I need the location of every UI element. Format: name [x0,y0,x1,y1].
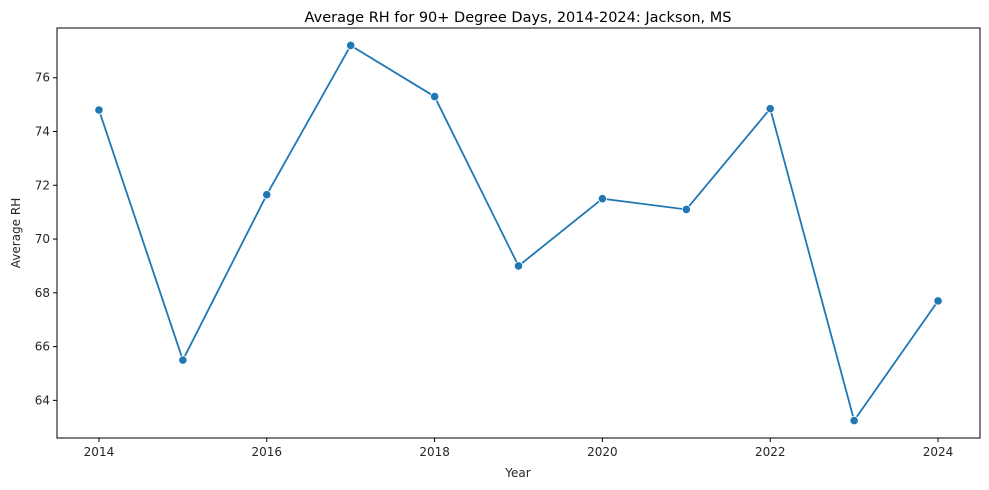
y-axis-ticks: 64 66 68 70 72 74 76 [35,71,57,407]
y-tick-label: 72 [35,178,50,192]
series-markers [94,40,943,426]
x-tick-label: 2014 [84,445,115,459]
x-axis-label: Year [504,466,530,480]
y-tick-label: 70 [35,232,50,246]
data-point [597,194,608,204]
x-axis-ticks: 2014 2016 2018 2020 2022 2024 [84,438,954,459]
x-tick-label: 2018 [419,445,450,459]
x-tick-label: 2016 [251,445,282,459]
data-point [849,415,859,426]
y-tick-label: 68 [35,286,50,300]
data-point [429,91,440,102]
y-axis-label: Average RH [9,198,23,268]
data-point [262,190,272,200]
x-tick-label: 2022 [755,445,786,459]
y-tick-label: 74 [35,125,50,139]
y-tick-label: 64 [35,393,50,407]
series-line [98,44,939,423]
plot-frame [56,27,981,439]
data-point [94,105,104,115]
data-point [933,296,943,306]
data-point [346,40,356,51]
y-tick-label: 66 [35,340,50,354]
x-tick-label: 2024 [923,445,954,459]
chart-title: Average RH for 90+ Degree Days, 2014-202… [305,10,732,26]
data-point [178,355,188,365]
data-point [765,104,775,114]
y-tick-label: 76 [35,71,50,85]
x-tick-label: 2020 [587,445,618,459]
data-point [513,261,524,271]
plot-area: 2014 2016 2018 2020 2022 2024 64 66 68 70 72 74 76 [35,27,981,459]
data-point [681,204,691,215]
